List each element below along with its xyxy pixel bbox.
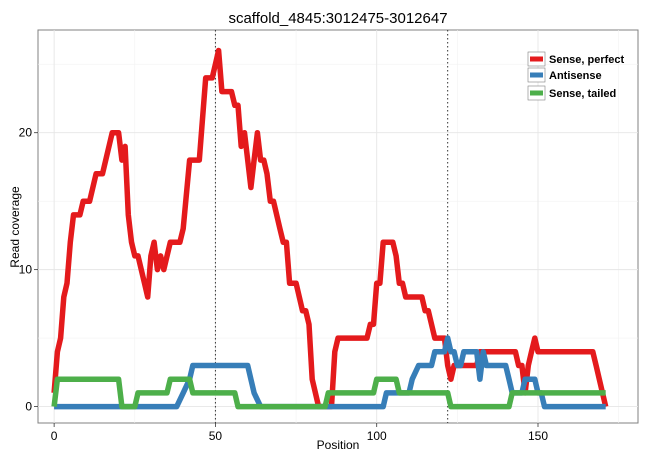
x-tick-label: 50	[209, 429, 223, 443]
legend-label-sense-perfect: Sense, perfect	[549, 54, 625, 66]
series-lines	[51, 47, 609, 410]
y-tick-label: 0	[25, 400, 32, 414]
legend-label-antisense: Antisense	[549, 70, 602, 82]
axis-ticks: 0 50 100 150 0 10 20	[19, 126, 549, 443]
series-line-sense-tailed	[51, 376, 606, 410]
y-tick-label: 10	[19, 263, 33, 277]
legend: Sense, perfect Antisense Sense, tailed	[527, 51, 625, 101]
x-tick-label: 0	[51, 429, 58, 443]
x-axis-title: Position	[317, 438, 360, 452]
legend-label-sense-tailed: Sense, tailed	[549, 88, 616, 100]
series-line-sense-perfect	[51, 47, 609, 410]
chart-title: scaffold_4845:3012475-3012647	[228, 10, 447, 27]
y-tick-label: 20	[19, 126, 33, 140]
reference-lines	[214, 30, 449, 423]
y-axis-title: Read coverage	[8, 186, 22, 268]
x-tick-label: 100	[367, 429, 387, 443]
x-tick-label: 150	[528, 429, 548, 443]
